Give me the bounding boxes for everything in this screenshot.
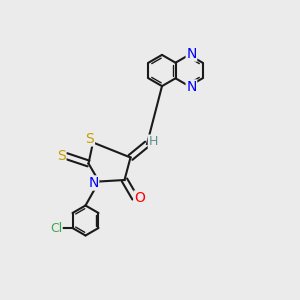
Text: N: N [186,80,197,94]
Text: S: S [85,132,94,146]
Text: Cl: Cl [50,221,62,235]
Text: S: S [57,149,66,163]
Text: N: N [186,47,197,61]
Text: O: O [134,191,145,205]
Text: H: H [148,135,158,148]
Text: N: N [88,176,99,190]
